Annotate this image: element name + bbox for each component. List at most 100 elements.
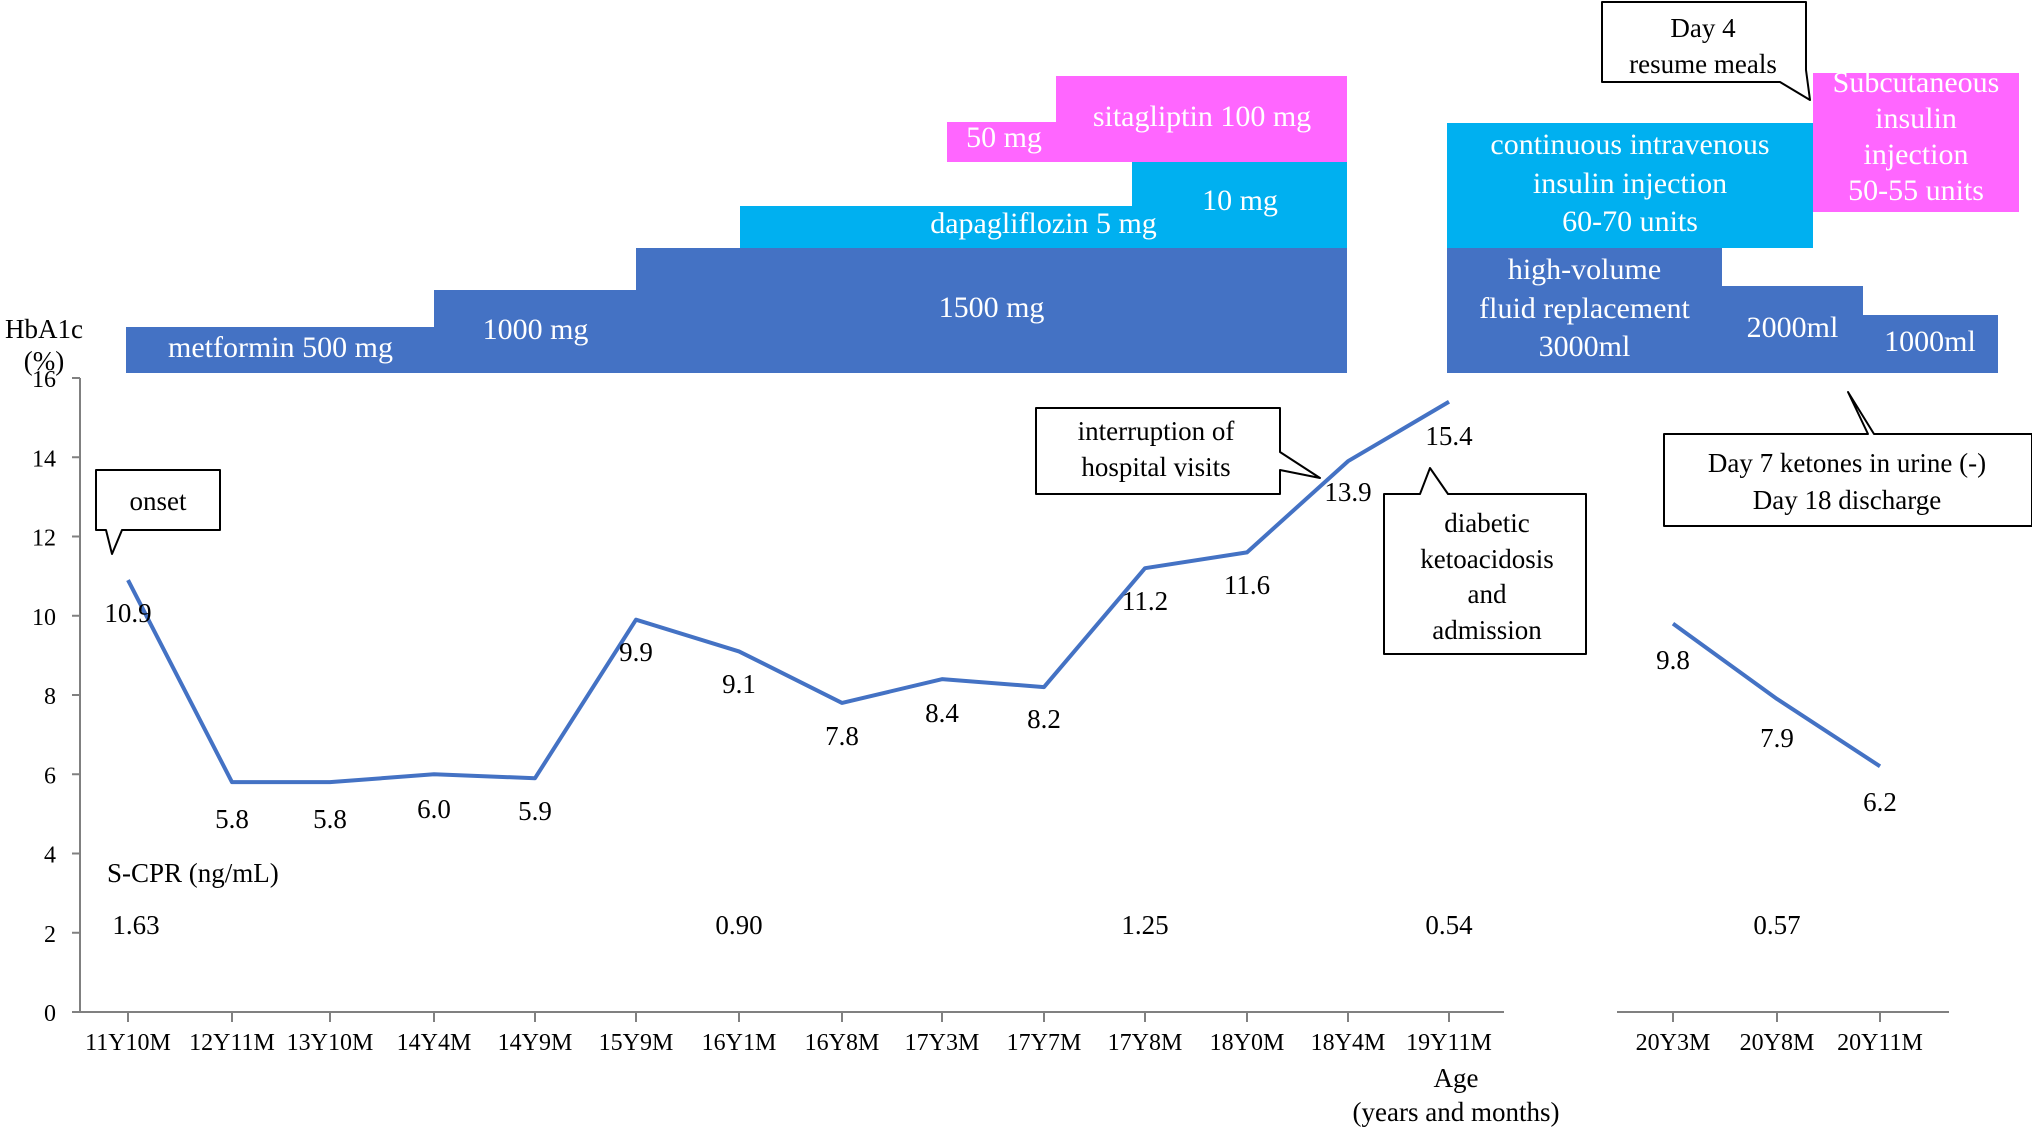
hba1c-value-label: 9.9 <box>619 637 653 667</box>
hba1c-line-segment-0 <box>126 400 1451 785</box>
treatment-bar-label: 1500 mg <box>939 291 1045 324</box>
treatment-bar <box>1447 248 1722 373</box>
y-tick-label: 8 <box>44 684 56 710</box>
x-tick-label: 20Y8M <box>1740 1030 1815 1056</box>
annotation-text: interruption of <box>1078 416 1235 446</box>
treatment-bar <box>1813 73 2019 212</box>
hba1c-line-segment-1 <box>1671 622 1882 768</box>
y-tick-label: 14 <box>32 446 56 472</box>
x-tick-label: 17Y3M <box>905 1030 980 1056</box>
treatment-bar-label: dapagliflozin 5 mg <box>930 207 1157 240</box>
treatment-bar <box>1132 162 1347 206</box>
annotation-text: diabetic <box>1444 508 1529 538</box>
treatment-bar-label: 1000ml <box>1884 325 1976 358</box>
treatment-bar <box>1722 286 1863 373</box>
hba1c-value-label: 5.8 <box>215 804 249 834</box>
y-tick-label: 12 <box>32 526 56 552</box>
scpr-title: S-CPR (ng/mL) <box>107 858 279 888</box>
treatment-bar-label: insulin injection <box>1533 167 1727 200</box>
y-tick-label: 10 <box>32 605 56 631</box>
treatment-bar-label: insulin <box>1875 102 1957 135</box>
y-axis-unit: (%) <box>24 346 64 376</box>
treatment-bar-label: fluid replacement <box>1479 292 1690 325</box>
treatment-bar-label: 2000ml <box>1747 311 1839 344</box>
hba1c-value-label: 7.8 <box>825 721 859 751</box>
annotation-callout <box>1383 467 1587 655</box>
x-tick-label: 14Y9M <box>498 1030 573 1056</box>
scpr-value: 0.54 <box>1425 910 1473 940</box>
y-tick-label: 4 <box>44 843 56 869</box>
y-axis-title: HbA1c <box>5 314 83 344</box>
annotation-text: Day 18 discharge <box>1753 485 1941 515</box>
scpr-value: 0.90 <box>715 910 762 940</box>
x-tick-label: 11Y10M <box>85 1030 171 1056</box>
treatment-bar-label: 50 mg <box>966 121 1042 154</box>
annotation-callout <box>1601 1 1811 101</box>
annotation-callout <box>1035 407 1321 495</box>
y-tick-label: 6 <box>44 763 56 789</box>
treatment-bar-label: 60-70 units <box>1562 205 1698 238</box>
hba1c-value-label: 8.4 <box>925 698 959 728</box>
hba1c-value-label: 13.9 <box>1324 477 1371 507</box>
scpr-value: 1.25 <box>1121 910 1168 940</box>
treatment-bar <box>1863 315 1998 373</box>
treatment-bar-label: metformin 500 mg <box>168 331 393 364</box>
scpr-value: 1.63 <box>112 910 159 940</box>
annotation-text: Day 7 ketones in urine (-) <box>1708 448 1986 478</box>
x-tick-label: 16Y8M <box>805 1030 880 1056</box>
x-tick-label: 12Y11M <box>189 1030 275 1056</box>
y-tick-label: 0 <box>44 1001 56 1027</box>
annotation-text: Day 4 <box>1670 13 1736 43</box>
y-tick-label: 16 <box>32 367 56 393</box>
treatment-bar-label: 3000ml <box>1539 330 1631 363</box>
hba1c-value-label: 15.4 <box>1425 421 1473 451</box>
x-axis-unit: (years and months) <box>1353 1097 1560 1127</box>
hba1c-value-label: 9.1 <box>722 669 756 699</box>
x-tick-label: 13Y10M <box>287 1030 374 1056</box>
hba1c-value-label: 6.2 <box>1863 787 1897 817</box>
x-tick-label: 15Y9M <box>599 1030 674 1056</box>
annotation-callout <box>1663 391 2032 527</box>
x-tick-label: 20Y3M <box>1636 1030 1711 1056</box>
treatment-bar <box>434 290 637 373</box>
hba1c-value-label: 11.2 <box>1122 586 1168 616</box>
treatment-bar-label: injection <box>1864 138 1969 171</box>
x-tick-label: 19Y11M <box>1406 1030 1492 1056</box>
x-tick-label: 16Y1M <box>702 1030 777 1056</box>
hba1c-value-label: 7.9 <box>1760 723 1794 753</box>
treatment-bar-label: continuous intravenous <box>1490 128 1769 161</box>
x-tick-label: 17Y8M <box>1108 1030 1183 1056</box>
hba1c-value-label: 5.9 <box>518 796 552 826</box>
hba1c-value-label: 5.8 <box>313 804 347 834</box>
treatment-bar <box>1447 123 1813 248</box>
annotation-text: admission <box>1432 615 1542 645</box>
annotation-text: onset <box>130 486 187 516</box>
x-tick-label: 20Y11M <box>1837 1030 1923 1056</box>
x-tick-label: 14Y4M <box>397 1030 472 1056</box>
x-tick-label: 17Y7M <box>1007 1030 1082 1056</box>
treatment-bar-label: Subcutaneous <box>1833 66 2000 99</box>
treatment-bar <box>1056 76 1347 162</box>
treatment-bar <box>126 327 435 373</box>
treatment-bar-label: sitagliptin 100 mg <box>1093 100 1311 133</box>
hba1c-value-label: 8.2 <box>1027 704 1061 734</box>
hba1c-value-label: 9.8 <box>1656 645 1690 675</box>
x-axis-title: Age <box>1434 1063 1479 1093</box>
annotation-callout <box>95 469 221 555</box>
hba1c-value-label: 10.9 <box>104 598 151 628</box>
hba1c-value-label: 6.0 <box>417 794 451 824</box>
hba1c-value-label: 11.6 <box>1224 570 1270 600</box>
treatment-bar-label: 10 mg <box>1202 184 1278 217</box>
scpr-value: 0.57 <box>1753 910 1800 940</box>
annotation-text: hospital visits <box>1081 452 1230 482</box>
treatment-bar <box>947 122 1056 162</box>
treatment-bar <box>740 206 1347 248</box>
treatment-bar-label: 1000 mg <box>483 313 589 346</box>
x-tick-label: 18Y4M <box>1311 1030 1386 1056</box>
annotation-text: and <box>1468 579 1507 609</box>
x-tick-label: 18Y0M <box>1210 1030 1285 1056</box>
treatment-bar-label: high-volume <box>1508 253 1661 286</box>
annotation-text: resume meals <box>1629 49 1777 79</box>
